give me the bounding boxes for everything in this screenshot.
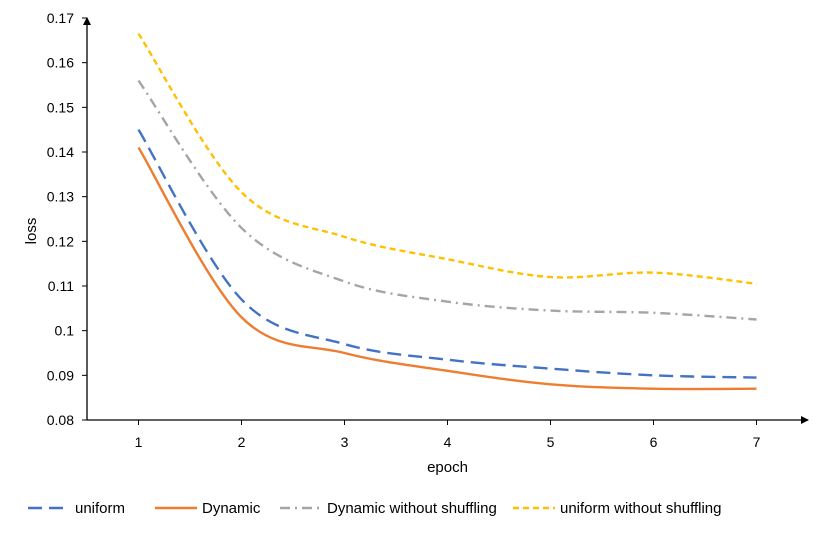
- y-tick-label: 0.12: [47, 233, 74, 249]
- legend-label: Dynamic without shuffling: [327, 500, 497, 517]
- y-tick-label: 0.14: [47, 144, 74, 160]
- x-tick-label: 4: [444, 434, 452, 450]
- legend-label: uniform: [75, 500, 125, 517]
- x-tick-label: 7: [753, 434, 761, 450]
- y-axis-title: loss: [23, 218, 40, 245]
- legend-label: uniform without shuffling: [560, 500, 721, 517]
- y-axis-ticks: 0.08 0.09 0.1 0.11 0.12 0.13 0.14 0.15 0.16 0.17: [47, 10, 87, 428]
- legend-label: Dynamic: [202, 500, 261, 517]
- x-axis-ticks: 1 2 3 4 5 6 7: [135, 420, 761, 450]
- y-tick-label: 0.13: [47, 189, 74, 205]
- y-tick-label: 0.08: [47, 412, 74, 428]
- x-tick-label: 1: [135, 434, 143, 450]
- y-tick-label: 0.15: [47, 99, 74, 115]
- legend: uniform Dynamic Dynamic without shuffling u…: [28, 500, 721, 517]
- y-axis-arrow-icon: [83, 17, 91, 25]
- y-tick-label: 0.09: [47, 367, 74, 383]
- x-axis-arrow-icon: [801, 416, 809, 424]
- series-layer: [137, 32, 757, 391]
- y-tick-label: 0.16: [47, 55, 74, 71]
- x-tick-label: 6: [650, 434, 658, 450]
- series-line-uniform-without-shuffling: [137, 32, 757, 285]
- series-line-dynamic-without-shuffling: [137, 79, 757, 321]
- y-tick-label: 0.11: [48, 278, 74, 294]
- y-tick-label: 0.17: [47, 10, 74, 26]
- x-tick-label: 5: [547, 434, 555, 450]
- series-line-uniform: [137, 129, 757, 379]
- x-tick-label: 2: [238, 434, 246, 450]
- x-axis-title: epoch: [427, 459, 468, 476]
- axes: [83, 17, 809, 424]
- x-tick-label: 3: [341, 434, 349, 450]
- series-line-dynamic: [137, 146, 757, 391]
- y-tick-label: 0.1: [55, 323, 75, 339]
